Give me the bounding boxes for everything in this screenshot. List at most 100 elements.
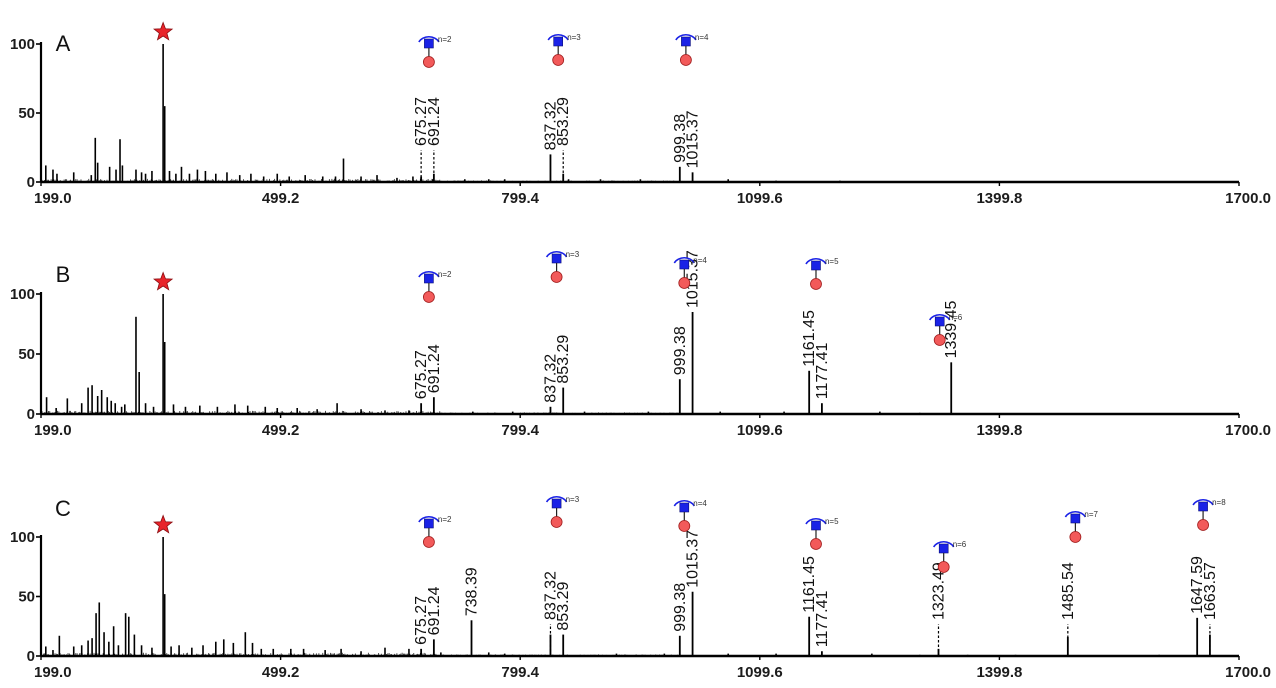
- peak-mz-label: 999.38: [672, 583, 689, 632]
- peak-mz-label: 1161.45: [801, 556, 818, 613]
- hexose-circle: [552, 54, 565, 66]
- glycan-structure-icon: n=2: [418, 270, 452, 303]
- peak-mz-label: 1015.37: [685, 530, 702, 588]
- repeat-bracket: [418, 515, 440, 523]
- x-tick-label: 1399.8: [976, 664, 1022, 681]
- spectrum-panel-b: B 0 50 100 199.0 499.2 799.4 1099.6 1399.8 1700.0…: [10, 250, 1271, 439]
- hexose-circle: [933, 334, 946, 346]
- x-tick-label: 799.4: [501, 422, 539, 439]
- repeat-count-label: n=7: [1084, 510, 1098, 519]
- hexnac-square: [1070, 513, 1081, 524]
- peak-mz-label: 738.39: [464, 567, 481, 616]
- x-tick-label: 499.2: [262, 422, 300, 439]
- base-peak-star-icon: [152, 271, 174, 291]
- peak-mz-label: 1177.41: [814, 590, 831, 647]
- x-tick-label: 799.4: [501, 664, 539, 681]
- peak-mz-label: 1485.54: [1060, 562, 1077, 620]
- peak-mz-label: 853.29: [555, 582, 572, 631]
- hexnac-square: [551, 498, 562, 509]
- hexose-circle: [550, 271, 563, 283]
- repeat-bracket: [547, 33, 569, 41]
- hexnac-square: [681, 36, 691, 47]
- hexnac-square: [424, 518, 434, 529]
- glycan-structure-icon: n=4: [673, 256, 707, 289]
- repeat-bracket: [545, 250, 568, 258]
- glycan-structure-icon: n=2: [418, 35, 452, 68]
- hexnac-square: [934, 316, 945, 327]
- y-tick-label: 100: [10, 529, 35, 546]
- hexnac-square: [811, 520, 821, 531]
- glycan-structure-icon: n=8: [1192, 498, 1226, 531]
- repeat-bracket: [418, 35, 440, 43]
- repeat-count-label: n=6: [949, 313, 963, 322]
- hexose-circle: [937, 561, 950, 573]
- hexose-circle: [1197, 519, 1209, 531]
- repeat-count-label: n=2: [438, 270, 452, 279]
- x-tick-label: 199.0: [34, 422, 72, 439]
- x-tick-label: 1399.8: [976, 422, 1022, 439]
- peak-mz-label: 1177.41: [814, 342, 831, 399]
- hexnac-square: [679, 502, 690, 513]
- repeat-count-label: n=4: [695, 33, 709, 42]
- repeat-count-label: n=4: [693, 256, 707, 265]
- repeat-count-label: n=2: [438, 515, 452, 524]
- x-tick-label: 199.0: [34, 190, 72, 207]
- glycan-structure-icon: n=2: [418, 515, 452, 548]
- panel-label: C: [55, 496, 71, 521]
- glycan-structure-icon: n=4: [673, 499, 707, 532]
- glycan-structure-icon: n=3: [545, 250, 580, 283]
- peak-mz-label: 837.32: [542, 354, 559, 403]
- hexose-circle: [422, 291, 435, 303]
- x-tick-label: 1700.0: [1225, 664, 1271, 681]
- base-peak-star-icon: [152, 514, 174, 534]
- repeat-count-label: n=5: [825, 517, 839, 526]
- glycan-structure-icon: n=7: [1064, 510, 1099, 543]
- repeat-bracket: [675, 33, 697, 41]
- hexnac-square: [424, 273, 434, 284]
- hexose-circle: [422, 536, 435, 548]
- peak-mz-label: 853.29: [555, 335, 572, 384]
- peak-mz-label: 1015.37: [685, 110, 702, 168]
- repeat-bracket: [929, 313, 951, 321]
- peak-mz-label: 1339.45: [943, 300, 960, 358]
- glycan-structure-icon: n=3: [545, 495, 580, 528]
- hexnac-square: [679, 259, 690, 270]
- x-tick-label: 1399.8: [976, 190, 1022, 207]
- spectrum-panel-a: A 0 50 100 199.0 499.2 799.4 1099.6 1399.8 1700.0…: [10, 21, 1271, 207]
- x-tick-label: 1099.6: [737, 190, 783, 207]
- panel-label: A: [56, 31, 71, 56]
- repeat-count-label: n=3: [567, 33, 581, 42]
- hexnac-square: [551, 253, 562, 264]
- y-tick-label: 0: [27, 648, 35, 665]
- peak-mz-label: 675.27: [413, 596, 430, 645]
- repeat-count-label: n=3: [566, 495, 580, 504]
- y-tick-label: 50: [18, 589, 35, 606]
- repeat-bracket: [805, 517, 827, 525]
- repeat-count-label: n=8: [1212, 498, 1226, 507]
- peak-mz-label: 1663.57: [1202, 562, 1219, 620]
- y-tick-label: 0: [27, 174, 35, 191]
- peak-mz-label: 999.38: [672, 326, 689, 375]
- hexose-circle: [679, 54, 692, 66]
- glycan-structure-icon: n=5: [805, 517, 839, 550]
- peak-mz-label: 1161.45: [801, 310, 818, 367]
- base-peak-star-icon: [152, 21, 174, 41]
- glycan-structure-icon: n=6: [932, 540, 967, 573]
- repeat-bracket: [673, 256, 695, 264]
- x-tick-label: 1700.0: [1225, 422, 1271, 439]
- peak-mz-label: 691.24: [426, 344, 443, 393]
- x-tick-label: 199.0: [34, 664, 72, 681]
- glycan-structure-icon: n=5: [805, 257, 839, 290]
- repeat-count-label: n=6: [953, 540, 967, 549]
- peak-mz-label: 999.38: [672, 114, 689, 163]
- repeat-bracket: [1064, 510, 1087, 518]
- glycan-structure-icon: n=6: [929, 313, 963, 346]
- spectrum-panel-c: C 0 50 100 199.0 499.2 799.4 1099.6 1399.8 1700.0…: [10, 495, 1271, 681]
- hexose-circle: [1069, 531, 1082, 543]
- peak-mz-label: 837.32: [542, 571, 559, 620]
- peak-mz-label: 1323.49: [930, 562, 947, 620]
- hexose-circle: [678, 277, 691, 289]
- repeat-bracket: [545, 495, 568, 503]
